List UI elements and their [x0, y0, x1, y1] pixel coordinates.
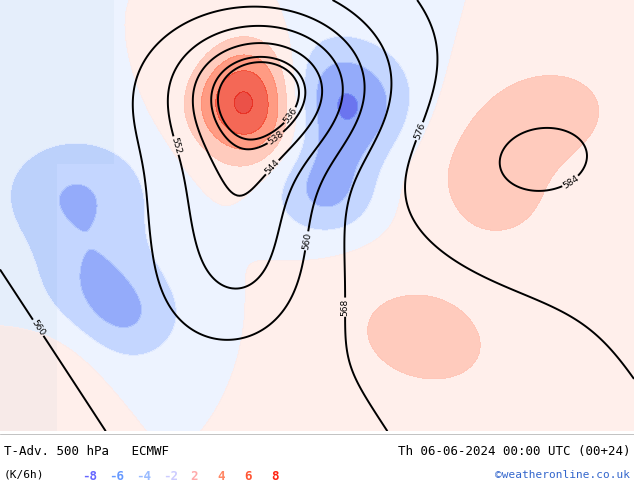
Text: 560: 560	[30, 318, 47, 338]
Text: 568: 568	[340, 298, 349, 316]
Text: 576: 576	[412, 122, 427, 141]
Text: 584: 584	[561, 173, 580, 190]
Text: T-Adv. 500 hPa   ECMWF: T-Adv. 500 hPa ECMWF	[4, 445, 169, 458]
Text: 536: 536	[281, 106, 299, 125]
Bar	[0, 0, 57, 431]
Text: 6: 6	[244, 470, 252, 483]
Text: ©weatheronline.co.uk: ©weatheronline.co.uk	[495, 470, 630, 480]
Text: 2: 2	[190, 470, 198, 483]
Text: 538: 538	[266, 129, 285, 147]
Text: Th 06-06-2024 00:00 UTC (00+24): Th 06-06-2024 00:00 UTC (00+24)	[398, 445, 630, 458]
Text: 544: 544	[263, 158, 281, 176]
Bar	[0, 0, 114, 164]
Text: -6: -6	[109, 470, 124, 483]
Text: 552: 552	[169, 136, 183, 155]
Text: 4: 4	[217, 470, 224, 483]
Text: -4: -4	[136, 470, 151, 483]
Text: (K/6h): (K/6h)	[4, 470, 44, 480]
Text: -8: -8	[82, 470, 97, 483]
Text: 560: 560	[301, 232, 313, 250]
Text: 8: 8	[271, 470, 278, 483]
Text: -2: -2	[163, 470, 178, 483]
